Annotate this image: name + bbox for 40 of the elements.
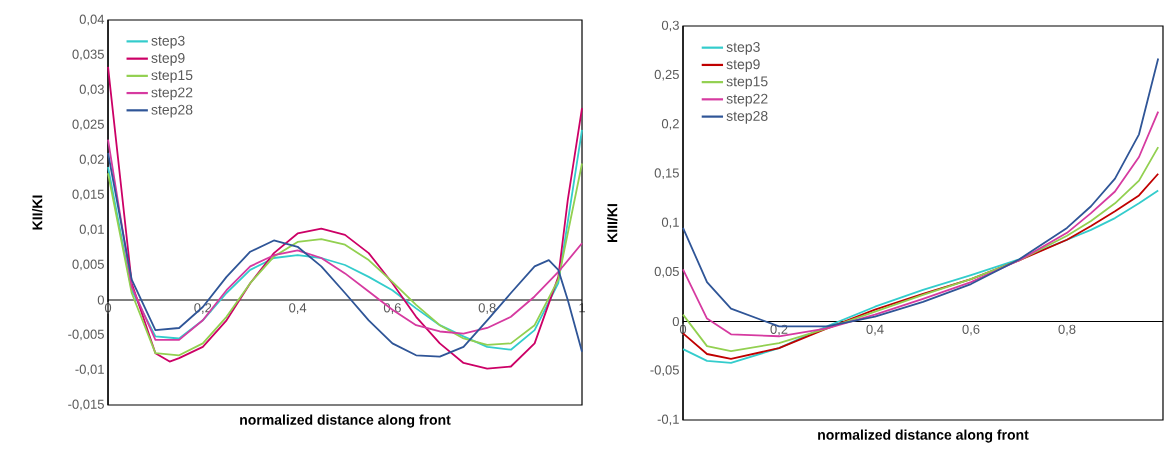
y-tick-label: 0,01	[79, 224, 104, 236]
x-axis-title: normalized distance along front	[818, 429, 1029, 443]
y-tick-label: 0,1	[661, 217, 679, 229]
y-tick-label: 0,25	[654, 69, 679, 81]
y-tick-label: 0,05	[654, 266, 679, 278]
y-tick-label: 0,3	[661, 20, 679, 32]
x-tick-label: 0,8	[1058, 324, 1076, 336]
legend-label: step3	[726, 42, 760, 55]
x-axis-title: normalized distance along front	[240, 414, 451, 428]
legend-label: step15	[726, 76, 768, 90]
legend-label: step22	[726, 93, 768, 107]
y-tick-label: 0,025	[72, 119, 104, 131]
y-tick-label: 0	[672, 316, 679, 327]
legend-label: step28	[726, 110, 768, 124]
y-tick-label: 0,15	[654, 168, 679, 180]
y-tick-label: 0,04	[79, 14, 105, 26]
y-tick-label: 0,2	[661, 119, 679, 130]
y-tick-label: 0,005	[72, 259, 104, 271]
y-tick-label: -0,1	[657, 414, 679, 426]
x-tick-label: 0,8	[478, 303, 496, 314]
y-tick-label: 0,015	[72, 189, 104, 201]
y-tick-label: -0,05	[650, 365, 679, 377]
y-axis-title: KII/KI	[32, 195, 43, 230]
legend-label: step22	[151, 87, 193, 101]
y-tick-label: 0,03	[79, 84, 104, 96]
x-tick-label: 0,6	[962, 324, 980, 336]
y-tick-label: -0,015	[68, 399, 104, 411]
y-tick-label: 0,02	[79, 154, 104, 166]
x-tick-label: 0,4	[289, 303, 307, 314]
legend-label: step28	[151, 104, 193, 118]
legend-label: step9	[726, 59, 760, 72]
y-tick-label: -0,005	[68, 329, 104, 341]
legend-label: step9	[151, 53, 185, 66]
y-tick-label: -0,01	[75, 364, 104, 376]
y-axis-title: KIII/KI	[607, 204, 618, 242]
legend-label: step3	[151, 35, 185, 49]
legend-label: step15	[151, 70, 193, 83]
x-tick-label: 0,4	[866, 324, 884, 336]
y-tick-label: 0	[97, 295, 104, 305]
y-tick-label: 0,035	[72, 49, 104, 61]
